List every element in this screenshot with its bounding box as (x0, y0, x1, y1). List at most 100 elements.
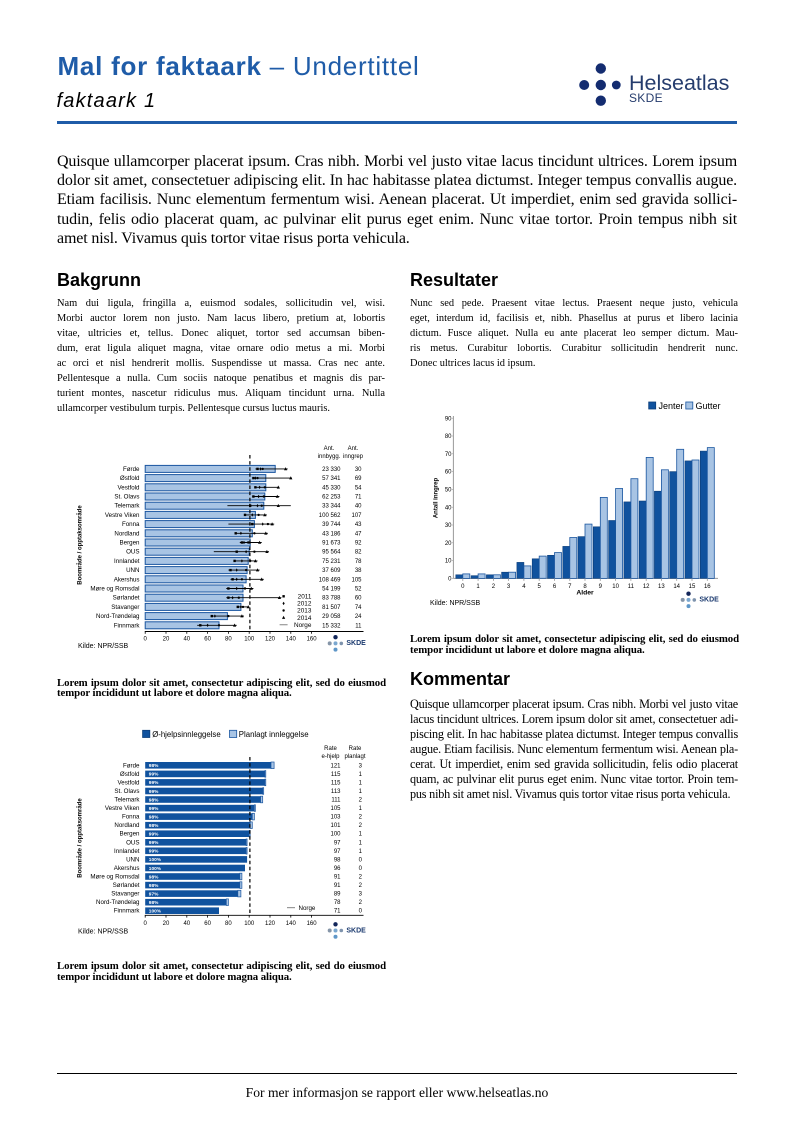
svg-text:10: 10 (445, 559, 452, 565)
svg-text:OUS: OUS (126, 549, 139, 556)
svg-text:2012: 2012 (297, 601, 312, 608)
svg-text:38: 38 (355, 568, 362, 574)
svg-text:99%: 99% (149, 772, 159, 778)
svg-text:80: 80 (445, 434, 452, 440)
svg-text:99%: 99% (149, 789, 159, 795)
svg-text:1: 1 (476, 584, 480, 590)
svg-text:100%: 100% (149, 857, 162, 863)
svg-text:2011: 2011 (298, 594, 312, 601)
svg-text:24: 24 (355, 614, 362, 620)
svg-text:62 253: 62 253 (322, 495, 341, 501)
svg-text:1: 1 (359, 789, 363, 795)
svg-text:100%: 100% (149, 866, 162, 872)
svg-text:Rate: Rate (349, 746, 362, 752)
svg-text:St. Olavs: St. Olavs (114, 494, 139, 501)
svg-text:140: 140 (286, 921, 297, 927)
svg-text:3: 3 (359, 763, 363, 769)
svg-text:20: 20 (445, 541, 452, 547)
svg-text:1: 1 (359, 840, 363, 846)
svg-text:91 673: 91 673 (322, 541, 341, 547)
svg-text:2: 2 (359, 815, 363, 821)
svg-text:98%: 98% (149, 883, 159, 889)
svg-text:UNN: UNN (126, 567, 139, 574)
svg-text:91: 91 (334, 875, 341, 881)
svg-text:Bergen: Bergen (120, 540, 141, 547)
svg-text:Helseatlas: Helseatlas (629, 71, 729, 95)
svg-text:0: 0 (359, 909, 363, 915)
svg-text:1: 1 (359, 772, 363, 778)
svg-text:40: 40 (355, 504, 362, 510)
svg-text:29 058: 29 058 (322, 614, 341, 620)
svg-text:75 231: 75 231 (322, 559, 341, 565)
svg-text:0: 0 (144, 636, 148, 642)
svg-text:11: 11 (628, 584, 635, 590)
svg-text:St. Olavs: St. Olavs (114, 788, 139, 795)
svg-text:Møre og Romsdal: Møre og Romsdal (90, 586, 139, 593)
svg-text:9: 9 (599, 584, 603, 590)
svg-text:3: 3 (359, 892, 363, 898)
svg-text:60: 60 (204, 636, 211, 642)
svg-text:98%: 98% (149, 814, 159, 820)
svg-text:2: 2 (359, 823, 363, 829)
svg-text:Boområde / opptaksområde: Boområde / opptaksområde (77, 798, 84, 878)
svg-text:Sørlandet: Sørlandet (113, 595, 140, 602)
svg-text:111: 111 (331, 798, 341, 804)
svg-text:99%: 99% (149, 840, 159, 846)
svg-text:100%: 100% (149, 909, 162, 915)
svg-text:Kilde: NPR/SSB: Kilde: NPR/SSB (430, 600, 481, 607)
svg-text:2: 2 (359, 900, 363, 906)
svg-text:5: 5 (538, 584, 542, 590)
svg-text:98%: 98% (149, 797, 159, 803)
svg-text:SKDE: SKDE (699, 597, 719, 604)
svg-text:OUS: OUS (126, 839, 139, 846)
svg-text:81 507: 81 507 (322, 605, 341, 611)
svg-text:100: 100 (330, 832, 341, 838)
svg-text:2014: 2014 (297, 615, 312, 622)
svg-text:8: 8 (583, 584, 587, 590)
svg-text:Førde: Førde (123, 466, 140, 473)
svg-text:Kilde: NPR/SSB: Kilde: NPR/SSB (78, 643, 129, 650)
svg-text:Østfold: Østfold (120, 771, 140, 778)
svg-text:120: 120 (265, 921, 276, 927)
svg-text:e-hjelp: e-hjelp (321, 754, 340, 760)
svg-text:12: 12 (643, 584, 650, 590)
svg-text:Telemark: Telemark (114, 503, 140, 510)
svg-text:0: 0 (448, 577, 452, 583)
svg-text:Finnmark: Finnmark (114, 908, 141, 915)
svg-text:Norge: Norge (294, 622, 312, 629)
svg-text:1: 1 (359, 832, 363, 838)
svg-text:100: 100 (244, 921, 255, 927)
svg-text:Kilde: NPR/SSB: Kilde: NPR/SSB (78, 929, 129, 936)
svg-text:20: 20 (163, 636, 170, 642)
svg-text:Vestre Viken: Vestre Viken (105, 512, 140, 519)
svg-text:98: 98 (334, 857, 341, 863)
svg-text:Nord-Trøndelag: Nord-Trøndelag (96, 613, 140, 620)
svg-text:11: 11 (355, 623, 362, 629)
svg-text:2: 2 (359, 798, 363, 804)
svg-text:Østfold: Østfold (120, 475, 140, 482)
svg-text:103: 103 (330, 815, 341, 821)
svg-text:Ant.: Ant. (324, 446, 335, 452)
svg-text:2013: 2013 (297, 608, 312, 615)
svg-text:91: 91 (334, 883, 341, 889)
svg-text:15 332: 15 332 (322, 623, 341, 629)
svg-text:78: 78 (355, 559, 362, 565)
svg-text:Gutter: Gutter (696, 401, 721, 411)
svg-text:43: 43 (355, 522, 362, 528)
svg-text:160: 160 (307, 921, 318, 927)
svg-text:98%: 98% (149, 763, 159, 769)
svg-text:16: 16 (704, 584, 711, 590)
svg-text:Førde: Førde (123, 762, 140, 769)
svg-text:140: 140 (286, 636, 297, 642)
svg-text:97%: 97% (149, 891, 159, 897)
svg-text:Rate: Rate (324, 746, 337, 752)
svg-text:120: 120 (265, 636, 276, 642)
svg-text:69: 69 (355, 476, 362, 482)
svg-text:1: 1 (359, 806, 363, 812)
svg-text:Ø-hjelpsinnleggelse: Ø-hjelpsinnleggelse (152, 730, 220, 739)
svg-text:90: 90 (445, 416, 452, 422)
svg-text:60: 60 (445, 470, 452, 476)
svg-text:Innlandet: Innlandet (114, 848, 140, 855)
svg-text:40: 40 (183, 636, 190, 642)
svg-text:99%: 99% (149, 832, 159, 838)
